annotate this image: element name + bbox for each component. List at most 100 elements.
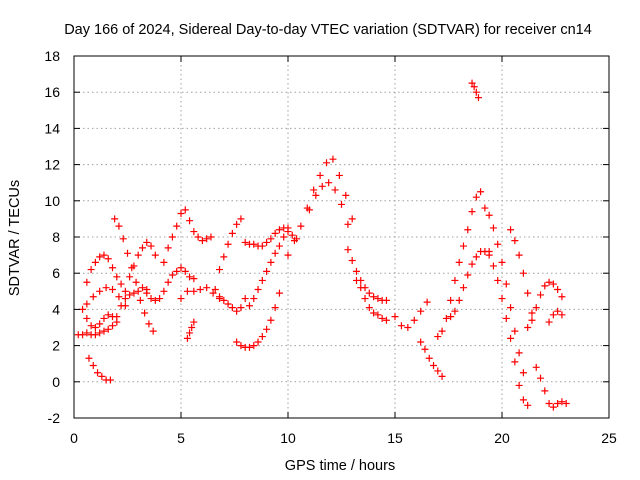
data-point: [87, 322, 95, 330]
data-point: [190, 318, 198, 326]
data-point: [83, 314, 91, 322]
series-track-ac: [524, 278, 566, 331]
data-point: [109, 313, 117, 321]
data-point: [344, 220, 352, 228]
data-point: [378, 314, 386, 322]
data-point: [164, 244, 172, 252]
data-point: [421, 345, 429, 353]
data-point: [417, 338, 425, 346]
data-point: [267, 258, 275, 266]
data-point: [554, 400, 562, 408]
data-point: [507, 334, 515, 342]
data-point: [528, 309, 536, 317]
data-point: [447, 313, 455, 321]
data-point: [485, 211, 493, 219]
series-track-r: [305, 179, 352, 228]
data-point: [113, 318, 121, 326]
data-point: [143, 289, 151, 297]
data-point: [545, 278, 553, 286]
data-point: [263, 238, 271, 246]
data-point: [558, 311, 566, 319]
data-point: [224, 240, 232, 248]
data-point: [168, 233, 176, 241]
data-point: [348, 215, 356, 223]
y-tick-label: 16: [44, 84, 60, 100]
data-point: [258, 276, 266, 284]
data-point: [524, 289, 532, 297]
data-point: [194, 233, 202, 241]
data-point: [318, 182, 326, 190]
data-point: [216, 266, 224, 274]
data-point: [188, 324, 196, 331]
data-point: [211, 285, 219, 293]
data-point: [502, 280, 510, 288]
data-point: [329, 155, 337, 163]
data-point: [132, 278, 140, 286]
data-point: [181, 267, 189, 275]
data-point: [470, 83, 478, 91]
data-point: [228, 229, 236, 237]
data-point: [115, 293, 123, 301]
data-point: [119, 235, 127, 243]
data-point: [391, 313, 399, 321]
data-point: [149, 327, 157, 335]
series-track-w: [434, 188, 485, 341]
series-track-f: [111, 215, 157, 335]
data-point: [96, 253, 104, 261]
data-point: [271, 249, 279, 257]
series-track-z: [481, 204, 527, 377]
data-point: [198, 237, 206, 245]
data-point: [177, 264, 185, 272]
data-point: [254, 338, 262, 346]
data-point: [284, 224, 292, 232]
data-point: [91, 324, 99, 331]
data-point: [100, 327, 108, 335]
data-point: [263, 267, 271, 275]
series-track-t: [352, 276, 390, 324]
data-point: [472, 193, 480, 201]
data-point: [438, 372, 446, 380]
series-track-e: [85, 354, 114, 384]
data-point: [342, 191, 350, 199]
data-point: [91, 258, 99, 266]
data-point: [241, 238, 249, 246]
data-point: [121, 295, 129, 303]
data-point: [498, 295, 506, 303]
data-point: [275, 242, 283, 250]
data-point: [519, 269, 527, 277]
data-point: [447, 296, 455, 304]
data-point: [89, 293, 97, 301]
data-point: [183, 287, 191, 295]
data-point: [541, 387, 549, 395]
data-point: [331, 186, 339, 194]
data-point: [310, 186, 318, 194]
data-point: [263, 325, 271, 333]
data-point: [352, 267, 360, 275]
data-point: [498, 258, 506, 266]
data-point: [352, 276, 360, 284]
x-tick-label: 5: [177, 430, 185, 446]
data-point: [494, 240, 502, 248]
data-point: [173, 222, 181, 230]
data-point: [104, 311, 112, 319]
series-track-u: [391, 298, 431, 331]
data-point: [515, 349, 523, 357]
data-point: [344, 246, 352, 254]
data-point: [136, 296, 144, 304]
data-point: [417, 307, 425, 315]
series-track-b: [79, 305, 121, 331]
data-point: [404, 324, 412, 331]
data-point: [138, 244, 146, 252]
data-point: [183, 334, 191, 342]
data-point: [554, 307, 562, 315]
data-point: [109, 264, 117, 272]
data-point: [494, 276, 502, 284]
data-point: [537, 291, 545, 299]
data-point: [100, 314, 108, 322]
data-point: [280, 233, 288, 241]
series-track-x: [447, 247, 493, 321]
data-point: [186, 217, 194, 225]
data-point: [173, 267, 181, 275]
data-point: [79, 305, 87, 313]
data-point: [245, 302, 253, 310]
